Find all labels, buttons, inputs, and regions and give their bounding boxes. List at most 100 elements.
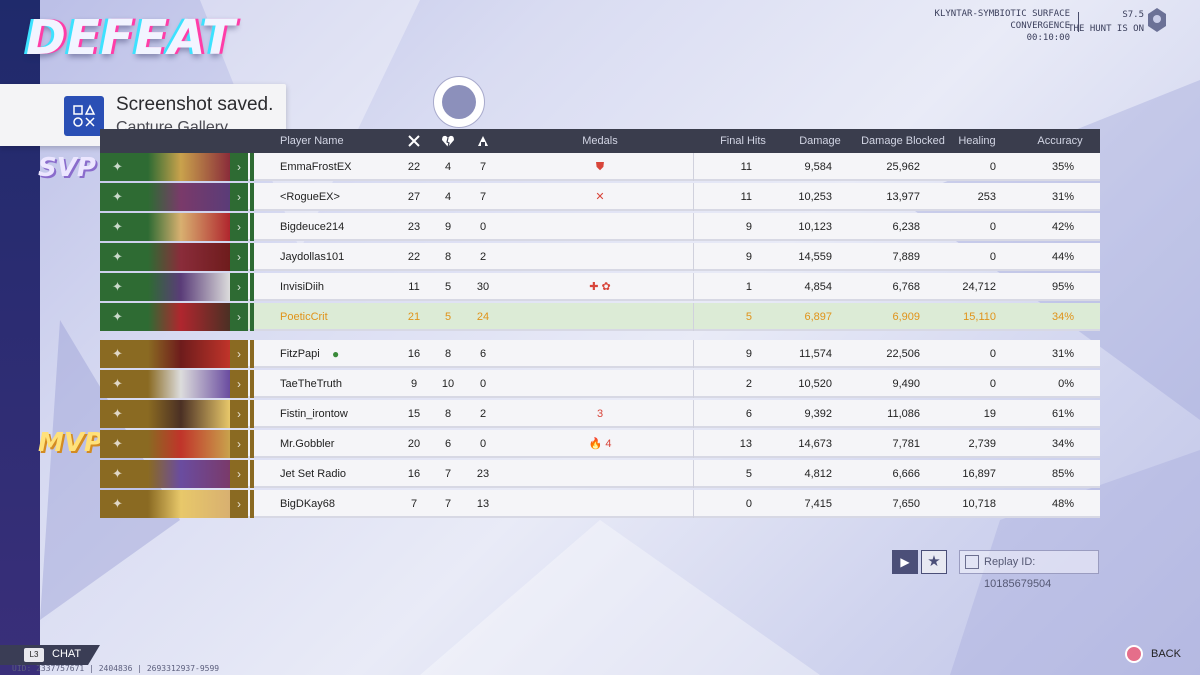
column-divider — [693, 153, 694, 181]
assists: 0 — [479, 221, 487, 233]
player-row[interactable]: ✦ › Bigdeuce214 23 9 0 9 10,123 6,238 0 42% — [100, 213, 1100, 241]
damage-blocked: 25,962 — [886, 161, 920, 173]
damage: 10,123 — [798, 221, 832, 233]
column-divider — [693, 273, 694, 301]
play-replay-button[interactable]: ▶ — [892, 550, 918, 574]
match-duration: 00:10:00 — [1026, 33, 1070, 43]
player-row[interactable]: ✦ › InvisiDiih 11 5 30 ✚ ✿ 1 4,854 6,768 24,712 95% — [100, 273, 1100, 301]
accuracy: 34% — [1051, 438, 1074, 450]
info-separator — [1078, 12, 1079, 32]
deaths: 10 — [441, 378, 455, 390]
chat-label[interactable]: CHAT — [52, 648, 82, 660]
final-hits: 6 — [745, 408, 752, 420]
hero-portrait: ✦ › — [100, 400, 248, 428]
column-divider — [693, 370, 694, 398]
kills: 20 — [407, 438, 421, 450]
player-row[interactable]: ✦ › Jet Set Radio 16 7 23 5 4,812 6,666 16,897 85% — [100, 460, 1100, 488]
header-final-hits: Final Hits — [720, 135, 766, 147]
healing: 19 — [983, 408, 996, 420]
medals: 3 — [596, 408, 604, 420]
team-stripe — [250, 273, 254, 301]
role-icon: ✦ — [100, 370, 148, 398]
replay-id-button[interactable]: Replay ID: 10185679504 — [959, 550, 1099, 590]
player-row[interactable]: ✦ › BigDKay68 7 7 13 0 7,415 7,650 10,718 48% — [100, 490, 1100, 518]
player-name: Mr.Gobbler — [280, 438, 335, 450]
deaths: 8 — [444, 408, 452, 420]
kills: 21 — [407, 311, 421, 323]
damage-blocked: 6,909 — [892, 311, 920, 323]
hero-art — [148, 273, 230, 301]
column-divider — [693, 400, 694, 428]
share-icon — [965, 555, 979, 569]
capture-icon — [64, 96, 104, 136]
hero-art — [148, 490, 230, 518]
medals: ✚ ✿ — [589, 281, 611, 293]
damage-blocked: 6,238 — [892, 221, 920, 233]
player-row[interactable]: ✦ › Mr.Gobbler 20 6 0 🔥 4 13 14,673 7,781 2,739 34% — [100, 430, 1100, 458]
player-name: Fistin_irontow — [280, 408, 348, 420]
accuracy: 35% — [1051, 161, 1074, 173]
hero-art — [148, 340, 230, 368]
player-name: FitzPapi — [280, 348, 320, 360]
header-player-name: Player Name — [280, 135, 344, 147]
damage-blocked: 22,506 — [886, 348, 920, 360]
accuracy: 61% — [1051, 408, 1074, 420]
player-name: Jaydollas101 — [280, 251, 345, 263]
player-name: BigDKay68 — [280, 498, 336, 510]
arrow-icon: › — [230, 430, 248, 458]
healing: 2,739 — [968, 438, 996, 450]
record-indicator — [433, 76, 485, 128]
player-row[interactable]: ✦ › Fistin_irontow 15 8 2 3 6 9,392 11,086 19 61% — [100, 400, 1100, 428]
player-row[interactable]: ✦ › FitzPapi 16 8 6 9 11,574 22,506 0 31% ● — [100, 340, 1100, 368]
player-row[interactable]: ✦ › Jaydollas101 22 8 2 9 14,559 7,889 0 44% — [100, 243, 1100, 271]
healing: 24,712 — [962, 281, 996, 293]
player-row[interactable]: ✦ › TaeTheTruth 9 10 0 2 10,520 9,490 0 0% — [100, 370, 1100, 398]
column-divider — [693, 490, 694, 518]
assists: 13 — [476, 498, 490, 510]
player-name: <RogueEX> — [280, 191, 340, 203]
chat-bar[interactable] — [0, 645, 100, 665]
role-icon: ✦ — [100, 273, 148, 301]
player-row[interactable]: ✦ › <RogueEX> 27 4 7 ✕ 11 10,253 13,977 253 31% — [100, 183, 1100, 211]
final-hits: 11 — [740, 161, 752, 173]
role-icon: ✦ — [100, 243, 148, 271]
player-name: InvisiDiih — [280, 281, 325, 293]
hero-portrait: ✦ › — [100, 460, 248, 488]
damage: 11,574 — [799, 348, 832, 360]
player-row[interactable]: ✦ › PoeticCrit 21 5 24 5 6,897 6,909 15,110 34% — [100, 303, 1100, 331]
deaths-icon — [430, 129, 466, 157]
assists: 0 — [479, 438, 487, 450]
final-hits: 9 — [745, 251, 752, 263]
healing: 0 — [989, 161, 996, 173]
svp-badge: SVP — [38, 153, 96, 183]
back-button[interactable]: BACK — [1151, 648, 1181, 660]
damage: 4,812 — [804, 468, 832, 480]
team-stripe — [250, 400, 254, 428]
healing: 16,897 — [962, 468, 996, 480]
hero-art — [148, 460, 230, 488]
hero-art — [148, 303, 230, 331]
arrow-icon: › — [230, 273, 248, 301]
hero-art — [148, 243, 230, 271]
kills: 16 — [407, 348, 421, 360]
accuracy: 95% — [1051, 281, 1074, 293]
arrow-icon: › — [230, 243, 248, 271]
deaths: 7 — [444, 468, 452, 480]
damage: 9,584 — [804, 161, 832, 173]
accuracy: 31% — [1051, 348, 1074, 360]
player-row[interactable]: ✦ › EmmaFrostEX 22 4 7 ⛊ 11 9,584 25,962 0 35% — [100, 153, 1100, 181]
header-damage: Damage — [799, 135, 841, 147]
favorite-star-button[interactable]: ★ — [921, 550, 947, 574]
friend-icon: ● — [332, 347, 340, 361]
final-hits: 9 — [745, 221, 752, 233]
hero-portrait: ✦ › — [100, 370, 248, 398]
role-icon: ✦ — [100, 460, 148, 488]
header-accuracy: Accuracy — [1037, 135, 1083, 147]
map-name-line1: KLYNTAR-SYMBIOTIC SURFACE — [934, 9, 1070, 19]
circle-button-icon[interactable] — [1125, 645, 1143, 663]
assists: 2 — [479, 251, 487, 263]
chat-key-hint: L3 — [24, 648, 44, 662]
player-name: PoeticCrit — [280, 311, 328, 323]
arrow-icon: › — [230, 213, 248, 241]
header-medals: Medals — [582, 135, 618, 147]
